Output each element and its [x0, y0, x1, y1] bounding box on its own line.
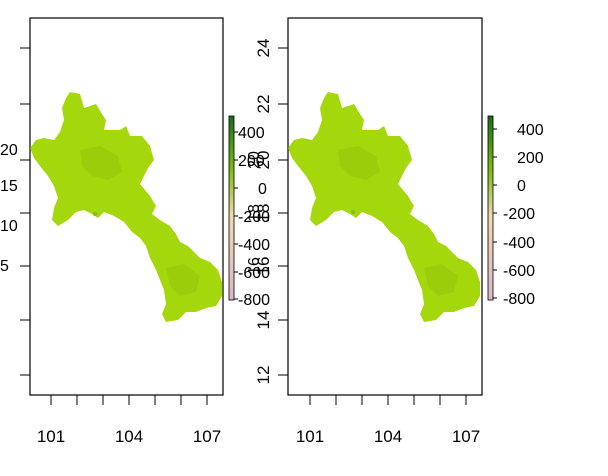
right-legend-label: 0 — [517, 178, 526, 195]
left-legend-label: 0 — [258, 181, 267, 198]
left-y-tick-label: 20 — [0, 142, 18, 159]
right-map-shade — [338, 146, 458, 296]
left-map-region — [30, 92, 222, 322]
left-overlap-tick-label: 16 — [246, 257, 263, 275]
right-legend-label: -600 — [503, 263, 535, 280]
right-y-tick-label: 16 — [254, 257, 273, 276]
right-panel: 24 22 20 18 16 14 12 101 104 107 — [254, 17, 544, 446]
left-legend-label: -800 — [238, 292, 270, 309]
right-legend-label: -400 — [503, 235, 535, 252]
left-map-shade — [80, 146, 200, 296]
right-legend-label: -200 — [503, 206, 535, 223]
right-x-tick-label: 104 — [374, 427, 402, 446]
right-y-tick-label: 18 — [254, 204, 273, 223]
right-x-axis: 101 104 107 — [296, 395, 480, 446]
left-overlap-tick-label: 20 — [246, 151, 263, 169]
left-legend-colorbar — [228, 115, 235, 301]
right-y-tick-label: 22 — [254, 95, 273, 114]
left-x-axis: 101 104 107 — [37, 395, 221, 446]
left-y-tick-label: 15 — [0, 178, 18, 195]
right-y-tick-label: 14 — [254, 311, 273, 330]
left-x-tick-label: 101 — [37, 427, 65, 446]
right-y-axis: 24 22 20 18 16 14 12 — [254, 39, 288, 385]
left-y-tick-label: 10 — [0, 218, 18, 235]
left-map-hotspot — [93, 212, 97, 216]
right-map-region — [288, 92, 480, 322]
right-y-tick-label: 24 — [254, 39, 273, 58]
right-legend-label: 200 — [517, 150, 544, 167]
left-legend-ticks: 400 200 0 -200 -400 -600 -800 — [234, 125, 270, 309]
left-y-tick-label: 5 — [0, 258, 9, 275]
left-y-axis: 20 15 10 5 — [0, 47, 30, 376]
left-legend-label: 400 — [238, 125, 265, 142]
left-overlap-tick-label: 18 — [246, 204, 263, 222]
left-x-tick-label: 104 — [115, 427, 143, 446]
right-x-tick-label: 101 — [296, 427, 324, 446]
left-panel: 20 15 10 5 101 104 107 — [0, 17, 270, 446]
right-legend-colorbar — [487, 115, 494, 301]
right-y-tick-label: 12 — [254, 366, 273, 385]
right-x-tick-label: 107 — [452, 427, 480, 446]
right-legend-label: 400 — [517, 122, 544, 139]
left-legend-label: -600 — [238, 265, 270, 282]
right-legend-label: -800 — [503, 291, 535, 308]
right-y-tick-label: 20 — [254, 151, 273, 170]
right-legend-ticks: 400 200 0 -200 -400 -600 -800 — [493, 122, 544, 308]
left-legend-label: -400 — [238, 237, 270, 254]
right-map-hotspot — [351, 210, 355, 214]
left-plot-frame — [29, 17, 224, 396]
left-x-tick-label: 107 — [193, 427, 221, 446]
right-plot-frame — [287, 17, 483, 396]
left-legend-label: 200 — [238, 153, 265, 170]
left-legend-label: -200 — [238, 209, 270, 226]
